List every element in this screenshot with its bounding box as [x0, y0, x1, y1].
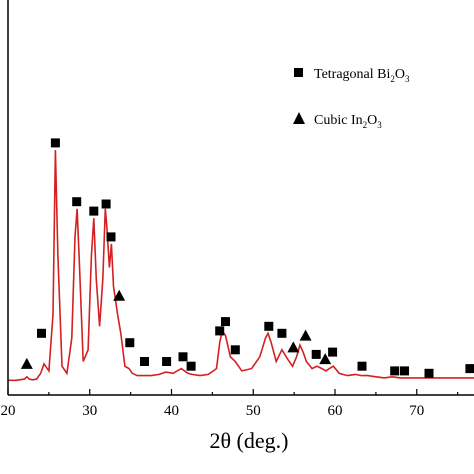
legend-item-2-mid: O — [367, 113, 377, 128]
bi2o3-peak-marker — [424, 368, 434, 378]
in2o3-peak-marker — [299, 329, 312, 341]
legend-item-2-text: Cubic In — [314, 113, 363, 128]
legend-item-2: Cubic In2O3 — [314, 113, 382, 130]
bi2o3-peak-marker — [215, 326, 225, 336]
bi2o3-peak-marker — [357, 361, 367, 371]
legend-item-2-sub1: 2 — [363, 120, 368, 130]
x-tick-label: 20 — [1, 403, 16, 419]
bi2o3-peak-marker — [277, 328, 287, 338]
axes: 20 30 40 50 60 70 — [1, 0, 474, 419]
x-axis-title: 2θ (deg.) — [210, 428, 289, 453]
bi2o3-peak-marker — [140, 357, 149, 366]
bi2o3-peak-marker — [230, 345, 240, 355]
bi2o3-peak-marker — [390, 366, 400, 376]
x-ticks: 20 30 40 50 60 70 — [1, 389, 459, 419]
bi2o3-peak-marker — [328, 347, 338, 357]
x-tick-label: 50 — [246, 403, 261, 419]
xrd-pattern-line — [8, 149, 474, 382]
peak-markers — [20, 138, 474, 378]
bi2o3-peak-marker — [89, 206, 99, 216]
bi2o3-peak-marker — [186, 361, 196, 371]
bi2o3-peak-marker — [37, 328, 46, 338]
legend-triangle-marker — [293, 112, 305, 124]
bi2o3-peak-marker — [221, 317, 230, 327]
legend-item-1-mid: O — [395, 67, 405, 82]
bi2o3-peak-marker — [264, 321, 274, 331]
x-tick-label: 60 — [328, 403, 343, 419]
bi2o3-peak-marker — [465, 364, 474, 374]
bi2o3-peak-marker — [106, 232, 116, 242]
legend-item-1-text: Tetragonal Bi — [314, 67, 390, 82]
bi2o3-peak-marker — [311, 349, 321, 359]
x-tick-label: 70 — [409, 403, 424, 419]
legend-item-2-sub2: 3 — [377, 120, 382, 130]
in2o3-peak-marker — [113, 289, 126, 301]
bi2o3-peak-marker — [125, 338, 135, 348]
legend-item-1-sub2: 3 — [405, 74, 410, 84]
bi2o3-peak-marker — [400, 366, 409, 376]
in2o3-peak-marker — [319, 353, 332, 365]
bi2o3-peak-marker — [101, 199, 111, 209]
plot-area — [8, 138, 474, 382]
in2o3-peak-marker — [20, 357, 33, 369]
legend: Tetragonal Bi2O3 Cubic In2O3 — [293, 67, 410, 130]
legend-item-1: Tetragonal Bi2O3 — [314, 67, 410, 84]
in2o3-peak-marker — [287, 341, 300, 353]
x-tick-label: 40 — [164, 403, 179, 419]
legend-item-1-sub1: 2 — [390, 74, 395, 84]
legend-square-marker — [294, 68, 303, 77]
bi2o3-peak-marker — [72, 197, 82, 207]
bi2o3-peak-marker — [162, 357, 172, 366]
bi2o3-peak-marker — [50, 138, 60, 148]
bi2o3-peak-marker — [178, 352, 188, 362]
x-tick-label: 30 — [82, 403, 97, 419]
